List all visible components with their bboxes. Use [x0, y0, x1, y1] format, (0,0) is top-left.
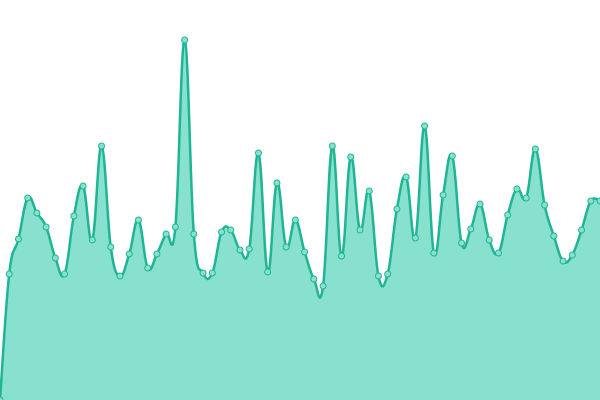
data-point — [171, 223, 179, 231]
data-point — [70, 212, 78, 220]
data-point — [218, 228, 226, 236]
data-point — [421, 122, 429, 130]
data-point — [476, 200, 484, 208]
data-point — [254, 149, 262, 157]
data-point — [236, 246, 244, 254]
data-point — [33, 209, 41, 217]
data-point — [125, 250, 133, 258]
data-point — [365, 187, 373, 195]
data-point — [24, 194, 32, 202]
data-point — [42, 223, 50, 231]
data-point — [587, 197, 595, 205]
data-point — [153, 250, 161, 258]
data-point — [181, 36, 189, 44]
data-point — [596, 197, 600, 205]
data-point — [347, 153, 355, 161]
data-point — [301, 248, 309, 256]
data-point — [522, 194, 530, 202]
area-fill — [0, 39, 600, 400]
data-point — [107, 243, 115, 251]
data-point — [319, 282, 327, 290]
data-point — [264, 268, 272, 276]
data-point — [531, 145, 539, 153]
data-point — [144, 264, 152, 272]
data-point — [5, 270, 13, 278]
data-point — [494, 249, 502, 257]
data-point — [338, 252, 346, 260]
data-point — [273, 179, 281, 187]
data-point — [448, 152, 456, 160]
data-point — [439, 191, 447, 199]
data-point — [0, 396, 4, 400]
data-point — [485, 236, 493, 244]
data-point — [550, 232, 558, 240]
data-point — [568, 251, 576, 259]
data-point — [374, 272, 382, 280]
data-point — [328, 142, 336, 150]
data-point — [116, 272, 124, 280]
data-point — [393, 205, 401, 213]
data-point — [356, 226, 364, 234]
data-point — [190, 230, 198, 238]
data-point — [578, 226, 586, 234]
data-point — [513, 185, 521, 193]
data-point — [98, 142, 106, 150]
data-point — [51, 254, 59, 262]
data-point — [559, 257, 567, 265]
data-point — [79, 182, 87, 190]
data-point — [402, 173, 410, 181]
data-point — [88, 236, 96, 244]
data-point — [61, 270, 69, 278]
data-point — [14, 235, 22, 243]
data-point — [291, 216, 299, 224]
data-point — [199, 269, 207, 277]
data-point — [310, 275, 318, 283]
data-point — [458, 239, 466, 247]
data-point — [134, 216, 142, 224]
data-point — [467, 225, 475, 233]
data-point — [411, 234, 419, 242]
data-point — [430, 249, 438, 257]
data-point — [541, 201, 549, 209]
data-point — [162, 230, 170, 238]
data-point — [208, 269, 216, 277]
data-point — [227, 226, 235, 234]
data-point — [282, 243, 290, 251]
data-point — [384, 270, 392, 278]
data-point — [245, 245, 253, 253]
data-point — [504, 211, 512, 219]
